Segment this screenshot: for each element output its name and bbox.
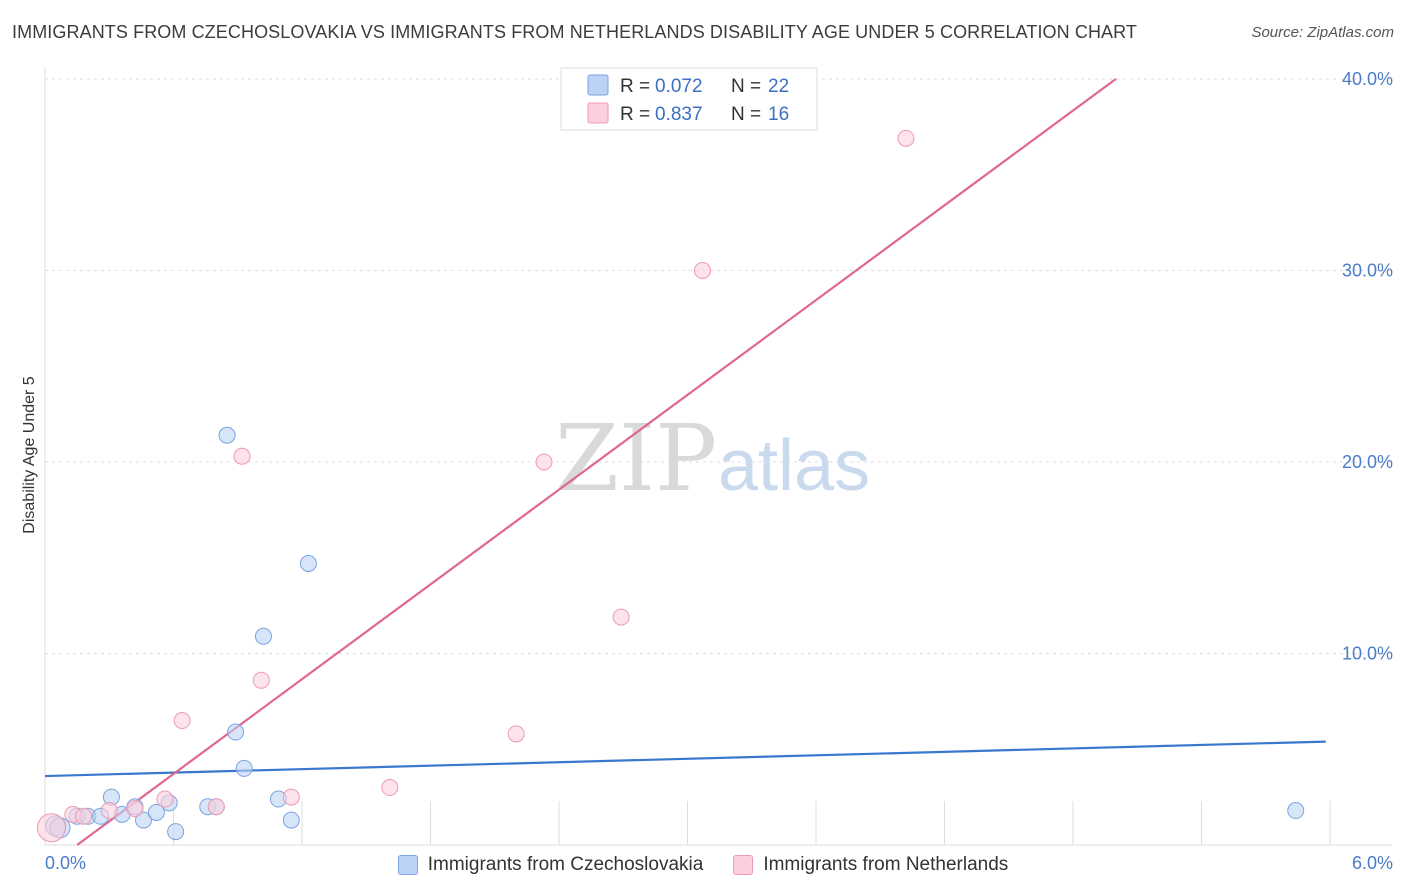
trend-line-netherlands [76, 78, 1117, 846]
legend-swatch-czech [397, 855, 418, 875]
y-axis-label: Disability Age Under 5 [21, 376, 38, 534]
chart-title: IMMIGRANTS FROM CZECHOSLOVAKIA VS IMMIGR… [12, 22, 1138, 42]
point-netherlands [75, 807, 93, 825]
axis-ticks: 10.0% 20.0% 30.0% 40.0% 0.0% 6.0% [45, 69, 1393, 873]
point-czech [135, 811, 153, 829]
y-tick-label: 20.0% [1342, 452, 1393, 472]
watermark-atlas: atlas [718, 426, 870, 506]
correlation-legend: R = 0.072 N = 22 R = 0.837 N = 16 [560, 67, 818, 131]
legend-n-label: N = [731, 76, 761, 97]
data-points [36, 129, 1305, 843]
legend-r-label: R = [620, 104, 650, 125]
point-czech [282, 811, 300, 829]
point-netherlands [693, 262, 711, 279]
legend-n-value-netherlands: 16 [768, 104, 789, 125]
legend-item-czech: Immigrants from Czechoslovakia [397, 854, 704, 876]
point-netherlands [36, 813, 66, 843]
point-czech [227, 723, 245, 741]
y-tick-label: 30.0% [1342, 261, 1393, 281]
legend-n-label: N = [731, 104, 761, 125]
trend-lines [44, 78, 1326, 846]
legend-r-value-netherlands: 0.837 [655, 104, 703, 125]
x-tick-label: 6.0% [1352, 853, 1393, 873]
point-netherlands [156, 790, 174, 808]
point-czech [147, 803, 165, 821]
legend-label-czech: Immigrants from Czechoslovakia [427, 854, 704, 875]
trend-line-czech [44, 740, 1326, 778]
watermark: ZIP atlas [555, 405, 870, 512]
point-netherlands [173, 712, 191, 730]
point-netherlands [207, 798, 225, 816]
point-netherlands [897, 129, 915, 147]
y-tick-label: 40.0% [1342, 69, 1393, 89]
legend-item-netherlands: Immigrants from Netherlands [733, 854, 1008, 876]
point-netherlands [126, 800, 144, 818]
point-czech [218, 426, 236, 444]
point-czech [254, 627, 272, 645]
point-netherlands [381, 779, 399, 797]
point-czech [299, 554, 317, 572]
point-czech [167, 823, 185, 841]
legend-n-value-czech: 22 [768, 76, 789, 97]
point-netherlands [282, 788, 300, 806]
point-netherlands [612, 608, 630, 626]
y-tick-label: 10.0% [1342, 644, 1393, 664]
point-netherlands [507, 725, 525, 743]
point-czech [1287, 802, 1305, 820]
legend-label-netherlands: Immigrants from Netherlands [763, 854, 1009, 875]
point-czech [235, 759, 253, 777]
legend-r-label: R = [620, 76, 650, 97]
legend-swatch-netherlands [587, 102, 609, 124]
point-netherlands [233, 447, 251, 465]
point-netherlands [535, 453, 553, 471]
legend-r-value-czech: 0.072 [655, 76, 703, 97]
watermark-zip: ZIP [555, 405, 717, 512]
legend-swatch-netherlands [733, 855, 754, 875]
source-credit: Source: ZipAtlas.com [1251, 24, 1394, 41]
legend-swatch-czech [587, 74, 609, 96]
series-legend: Immigrants from Czechoslovakia Immigrant… [0, 851, 1406, 879]
point-netherlands [100, 802, 118, 820]
x-tick-label: 0.0% [45, 853, 86, 873]
point-netherlands [252, 671, 270, 689]
